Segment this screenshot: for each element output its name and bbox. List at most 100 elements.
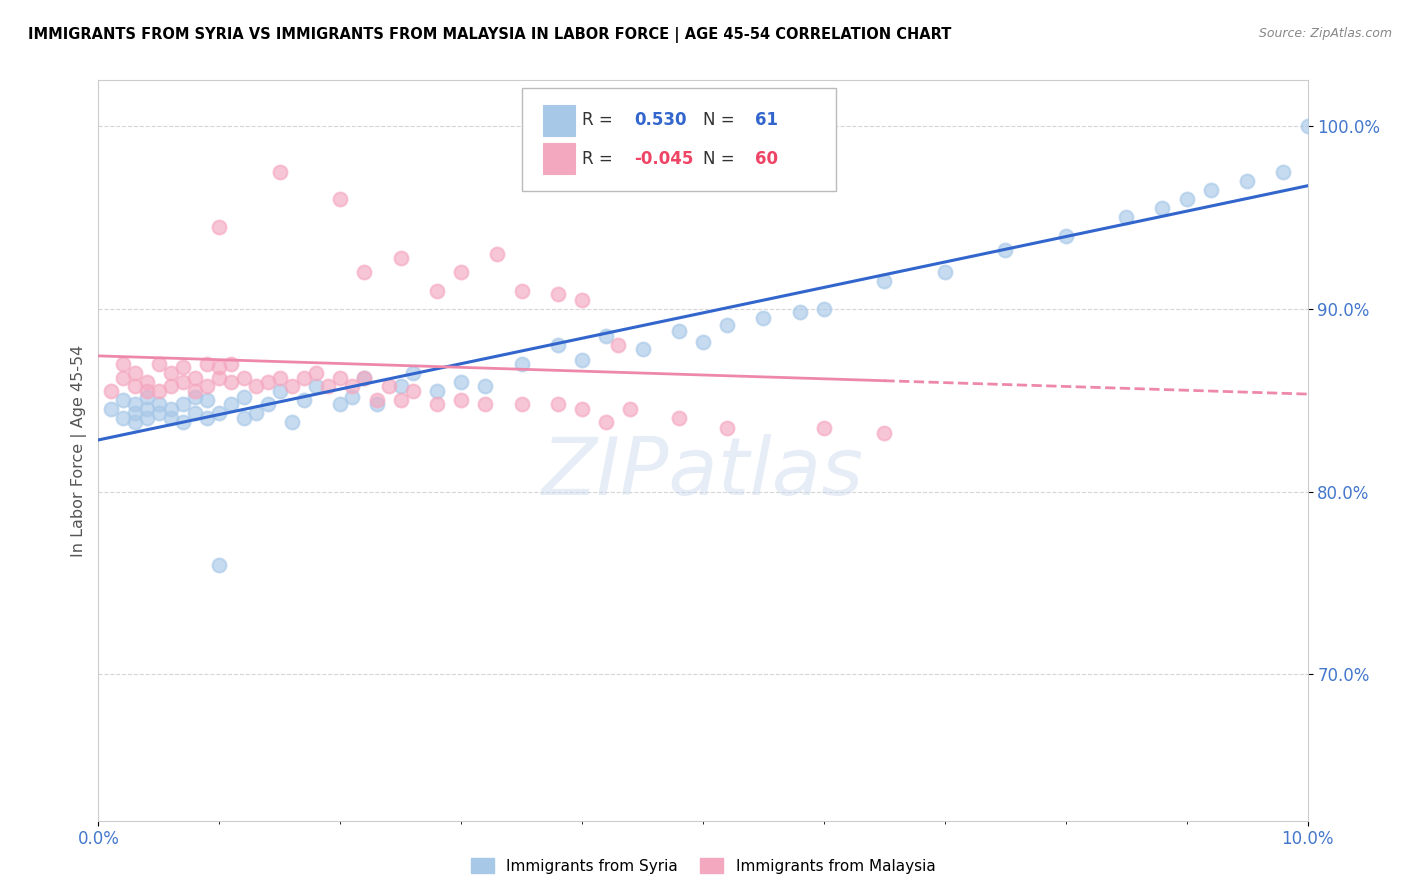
Point: [595, 415, 617, 429]
Point: [353, 371, 375, 385]
Point: [148, 357, 170, 371]
Point: [135, 411, 157, 425]
Point: [389, 378, 412, 392]
Point: [342, 390, 364, 404]
Point: [389, 393, 412, 408]
Point: [281, 378, 304, 392]
Point: [124, 397, 146, 411]
Point: [329, 397, 352, 411]
Text: 61: 61: [755, 112, 778, 129]
Point: [195, 393, 218, 408]
Point: [124, 415, 146, 429]
Point: [208, 406, 231, 420]
Point: [172, 397, 194, 411]
Point: [342, 378, 364, 392]
Point: [1199, 183, 1222, 197]
Point: [292, 371, 315, 385]
Point: [305, 378, 328, 392]
Point: [474, 397, 496, 411]
Point: [934, 265, 956, 279]
Point: [256, 397, 278, 411]
Text: N =: N =: [703, 150, 734, 168]
Point: [402, 366, 425, 380]
Point: [1296, 119, 1319, 133]
Point: [353, 265, 375, 279]
Point: [571, 293, 593, 307]
Point: [450, 375, 472, 389]
Point: [389, 251, 412, 265]
Point: [668, 324, 690, 338]
Point: [221, 375, 243, 389]
Point: [172, 375, 194, 389]
FancyBboxPatch shape: [522, 87, 837, 191]
Point: [1236, 174, 1258, 188]
Point: [1152, 201, 1174, 215]
Point: [1272, 164, 1295, 178]
Point: [232, 371, 254, 385]
Text: 0.530: 0.530: [634, 112, 686, 129]
Point: [269, 371, 291, 385]
Point: [316, 378, 339, 392]
Point: [510, 357, 533, 371]
Point: [292, 393, 315, 408]
Point: [184, 406, 207, 420]
Point: [402, 384, 425, 398]
Point: [873, 274, 896, 288]
Point: [595, 329, 617, 343]
Point: [631, 342, 654, 356]
Point: [208, 558, 231, 572]
Point: [256, 375, 278, 389]
Point: [329, 192, 352, 206]
Point: [873, 426, 896, 441]
Y-axis label: In Labor Force | Age 45-54: In Labor Force | Age 45-54: [72, 344, 87, 557]
Point: [124, 378, 146, 392]
Text: R =: R =: [582, 112, 613, 129]
Point: [195, 357, 218, 371]
Text: IMMIGRANTS FROM SYRIA VS IMMIGRANTS FROM MALAYSIA IN LABOR FORCE | AGE 45-54 COR: IMMIGRANTS FROM SYRIA VS IMMIGRANTS FROM…: [28, 27, 952, 43]
Point: [813, 420, 835, 434]
Point: [377, 378, 399, 392]
Point: [547, 338, 569, 352]
Point: [245, 406, 267, 420]
Point: [208, 360, 231, 375]
Point: [232, 390, 254, 404]
Point: [245, 378, 267, 392]
Point: [160, 366, 183, 380]
Point: [269, 384, 291, 398]
Point: [571, 353, 593, 368]
Point: [232, 411, 254, 425]
Point: [100, 402, 122, 417]
Point: [184, 384, 207, 398]
Point: [813, 301, 835, 316]
Point: [994, 244, 1017, 258]
Point: [184, 371, 207, 385]
Point: [135, 402, 157, 417]
Text: 60: 60: [755, 150, 778, 168]
Point: [135, 375, 157, 389]
Point: [607, 338, 630, 352]
Point: [353, 371, 375, 385]
Point: [510, 397, 533, 411]
Point: [692, 334, 714, 349]
Text: Source: ZipAtlas.com: Source: ZipAtlas.com: [1258, 27, 1392, 40]
Point: [160, 402, 183, 417]
Point: [195, 378, 218, 392]
Point: [510, 284, 533, 298]
Point: [619, 402, 641, 417]
Point: [148, 406, 170, 420]
Point: [172, 360, 194, 375]
Point: [474, 378, 496, 392]
Point: [135, 384, 157, 398]
Point: [547, 287, 569, 301]
Point: [195, 411, 218, 425]
Point: [716, 318, 738, 333]
Point: [184, 390, 207, 404]
Point: [450, 265, 472, 279]
Point: [124, 406, 146, 420]
Point: [426, 284, 449, 298]
Point: [111, 371, 134, 385]
Point: [1175, 192, 1198, 206]
Point: [305, 366, 328, 380]
Point: [172, 415, 194, 429]
Point: [208, 371, 231, 385]
